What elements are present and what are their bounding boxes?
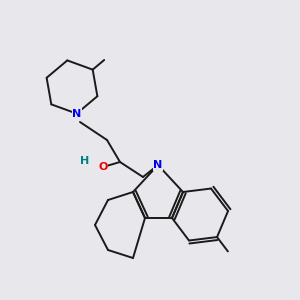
Text: H: H — [80, 156, 90, 166]
Text: N: N — [153, 160, 163, 170]
Text: O: O — [98, 162, 108, 172]
Text: N: N — [72, 109, 81, 118]
